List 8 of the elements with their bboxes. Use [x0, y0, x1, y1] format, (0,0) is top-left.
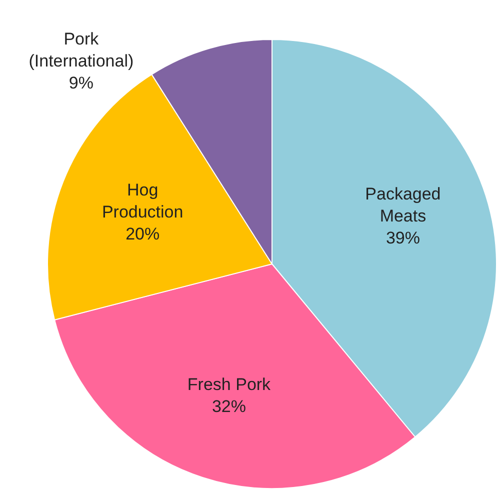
data-label: 9% [68, 74, 94, 93]
data-label: 32% [212, 397, 246, 416]
data-label: 20% [126, 224, 160, 244]
data-label: 39% [386, 228, 420, 248]
slice-label: Hog Production [102, 180, 184, 222]
slice-label: Fresh Pork [187, 375, 272, 394]
slice-label: Packaged Meats [365, 184, 441, 226]
slice-label: Pork (International) [28, 30, 134, 71]
